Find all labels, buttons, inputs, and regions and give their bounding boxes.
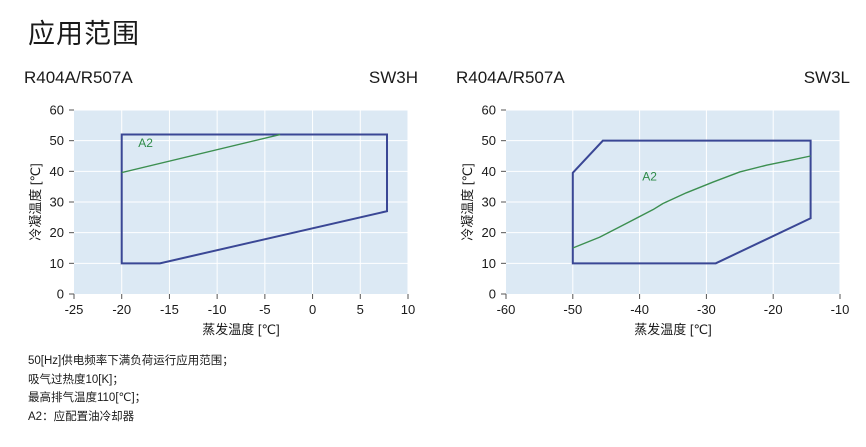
y-tick-label: 50 bbox=[50, 133, 64, 148]
x-tick-label: -30 bbox=[697, 302, 716, 317]
plot-svg-sw3h: A2 0 10 20 30 40 50 60 -25 -20 -15 -10 -5 0 5 10 蒸发温度 [℃… bbox=[28, 103, 415, 338]
a2-annotation-label: A2 bbox=[642, 170, 657, 184]
y-tick-label: 40 bbox=[50, 164, 64, 179]
x-tick-label: -50 bbox=[563, 302, 582, 317]
y-tick-label: 30 bbox=[482, 195, 496, 210]
envelope-polygon bbox=[571, 139, 812, 265]
chart-header-sw3l: R404A/R507A SW3L bbox=[456, 68, 856, 94]
y-tick-label: 60 bbox=[50, 103, 64, 118]
footnote-line: 50[Hz]供电频率下满负荷运行应用范围； bbox=[28, 355, 234, 367]
refrigerant-label-sw3l: R404A/R507A bbox=[456, 68, 565, 87]
y-axis-title: 冷凝温度 [℃] bbox=[460, 163, 475, 240]
page-title: 应用范围 bbox=[28, 19, 140, 49]
x-tick-label: 10 bbox=[401, 302, 415, 317]
y-tick-label: 40 bbox=[482, 164, 496, 179]
a2-curve bbox=[121, 133, 281, 174]
figure-sw3h: A2 0 10 20 30 40 50 60 -25 -20 -15 -10 -5 0 5 10 蒸发温度 [℃… bbox=[24, 102, 424, 352]
footnotes: 50[Hz]供电频率下满负荷运行应用范围； 吸气过热度10[K]； 最高排气温度… bbox=[28, 352, 234, 426]
figure-sw3l: A2 0 10 20 30 40 50 60 -60 -50 -40 -30 -20 -10 蒸发温度 [℃… bbox=[456, 102, 856, 352]
model-label-sw3h: SW3H bbox=[368, 68, 418, 87]
x-tick-label: -5 bbox=[259, 302, 271, 317]
a2-curve bbox=[572, 155, 811, 249]
y-axis-title: 冷凝温度 [℃] bbox=[28, 163, 43, 240]
footnote-line: 吸气过热度10[K]； bbox=[28, 373, 124, 386]
model-label-sw3l: SW3L bbox=[803, 68, 850, 87]
y-tick-label: 10 bbox=[482, 256, 496, 271]
x-tick-label: -10 bbox=[208, 302, 227, 317]
x-tick-label: -15 bbox=[160, 302, 179, 317]
x-tick-label: 0 bbox=[309, 302, 316, 317]
x-axis-title: 蒸发温度 [℃] bbox=[634, 322, 711, 337]
y-tick-label: 60 bbox=[482, 103, 496, 118]
y-tick-label: 0 bbox=[57, 287, 64, 302]
x-tick-label: -25 bbox=[65, 302, 84, 317]
plot-svg-sw3l: A2 0 10 20 30 40 50 60 -60 -50 -40 -30 -20 -10 蒸发温度 [℃… bbox=[460, 103, 850, 338]
chart-block-sw3l: R404A/R507A SW3L A2 0 10 20 30 40 50 60 -60 -50 -4… bbox=[456, 68, 856, 352]
chart-header-sw3h: R404A/R507A SW3H bbox=[24, 68, 424, 94]
y-tick-label: 20 bbox=[50, 225, 64, 240]
y-tick-label: 20 bbox=[482, 225, 496, 240]
envelope-polygon bbox=[120, 133, 389, 265]
footnote-line: 最高排气温度110[℃]； bbox=[28, 392, 147, 404]
x-tick-label: 5 bbox=[357, 302, 364, 317]
a2-annotation-label: A2 bbox=[138, 136, 153, 150]
y-tick-label: 50 bbox=[482, 133, 496, 148]
x-tick-label: -40 bbox=[630, 302, 649, 317]
y-tick-label: 0 bbox=[489, 287, 496, 302]
y-tick-label: 30 bbox=[50, 195, 64, 210]
x-axis-title: 蒸发温度 [℃] bbox=[202, 322, 279, 337]
refrigerant-label-sw3h: R404A/R507A bbox=[24, 68, 133, 87]
y-tick-label: 10 bbox=[50, 256, 64, 271]
chart-block-sw3h: R404A/R507A SW3H A2 0 10 20 30 40 50 60 -25 -20 -1… bbox=[24, 68, 424, 352]
x-tick-label: -60 bbox=[497, 302, 516, 317]
x-tick-label: -10 bbox=[831, 302, 850, 317]
x-tick-label: -20 bbox=[764, 302, 783, 317]
footnote-line: A2：应配置油冷却器 bbox=[28, 410, 135, 423]
x-tick-label: -20 bbox=[112, 302, 131, 317]
